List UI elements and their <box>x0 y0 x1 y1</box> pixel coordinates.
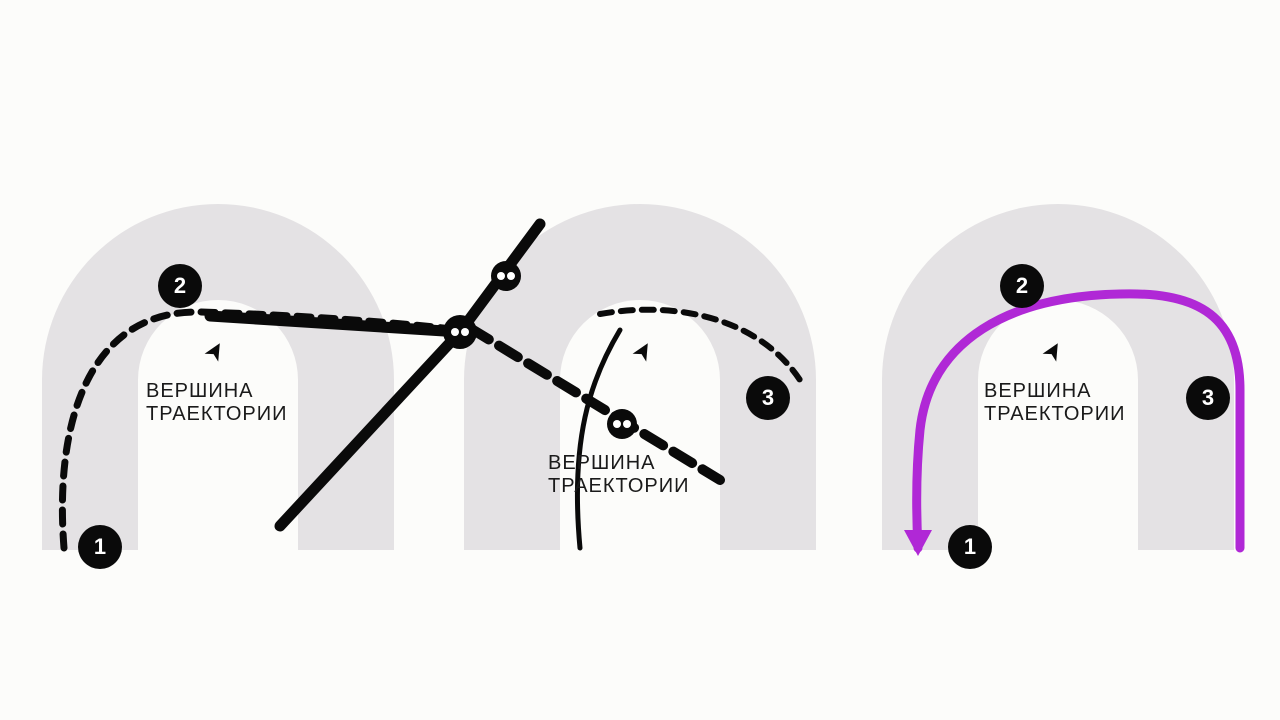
compass-hole-a-0 <box>451 328 459 336</box>
compass-hinge-1 <box>491 261 521 291</box>
compass-hinge-2 <box>607 409 637 439</box>
compass-hole-b-0 <box>461 328 469 336</box>
badge-r1: 1 <box>948 525 992 569</box>
badge-text: 3 <box>1202 385 1214 411</box>
compass-hole-a-2 <box>613 420 621 428</box>
apex-line2: ТРАЕКТОРИИ <box>146 403 288 426</box>
track-left <box>42 204 394 550</box>
badge-text: 3 <box>762 385 774 411</box>
apex-line1: ВЕРШИНА <box>548 452 690 475</box>
badge-text: 1 <box>94 534 106 560</box>
badge-text: 2 <box>1016 273 1028 299</box>
apex-left-label: ВЕРШИНАТРАЕКТОРИИ <box>146 380 288 426</box>
apex-line1: ВЕРШИНА <box>146 380 288 403</box>
compass-hinge-0 <box>443 315 477 349</box>
compass-hole-b-1 <box>507 272 515 280</box>
compass-hole-b-2 <box>623 420 631 428</box>
badge-r2: 2 <box>1000 264 1044 308</box>
badge-r3: 3 <box>1186 376 1230 420</box>
badge-text: 2 <box>174 273 186 299</box>
apex-line2: ТРАЕКТОРИИ <box>548 475 690 498</box>
badge-l2: 2 <box>158 264 202 308</box>
diagram-stage: { "canvas": { "width": 1280, "height": 7… <box>0 0 1280 720</box>
badge-l1: 1 <box>78 525 122 569</box>
badge-m3: 3 <box>746 376 790 420</box>
badge-text: 1 <box>964 534 976 560</box>
apex-right-label: ВЕРШИНАТРАЕКТОРИИ <box>984 380 1126 426</box>
apex-line1: ВЕРШИНА <box>984 380 1126 403</box>
apex-line2: ТРАЕКТОРИИ <box>984 403 1126 426</box>
apex-mid-label: ВЕРШИНАТРАЕКТОРИИ <box>548 452 690 498</box>
compass-hole-a-1 <box>497 272 505 280</box>
